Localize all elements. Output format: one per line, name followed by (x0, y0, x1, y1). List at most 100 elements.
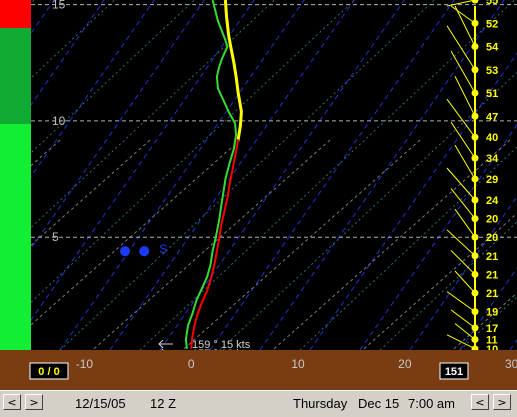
y-tick-label: 5 (52, 230, 59, 244)
next-frame-button[interactable]: > (25, 394, 43, 410)
barb-dot (471, 154, 479, 162)
wind-barb (450, 188, 476, 219)
barb-dot (471, 66, 479, 74)
barb-dot (471, 308, 479, 316)
mixing-ratio-line (361, 212, 517, 350)
barb-speed-label: 11 (486, 335, 498, 347)
prev-frame-button[interactable]: < (3, 394, 21, 410)
valid-time: 7:00 am (408, 396, 455, 411)
wind-barb (454, 144, 476, 180)
mixing-ratio-line (451, 292, 517, 350)
barb-speed-label: 51 (486, 88, 498, 100)
barb-speed-label: 20 (486, 214, 498, 226)
barb-dot (471, 112, 479, 120)
barb-dot (471, 43, 479, 51)
barb-dot (471, 19, 479, 27)
barb-speed-label: 53 (486, 65, 498, 77)
barb-speed-label: 52 (486, 18, 498, 30)
next-hour-button[interactable]: > (493, 394, 511, 410)
barb-speed-label: 21 (486, 288, 498, 300)
profile-series-line (190, 139, 240, 349)
wind-barb (454, 208, 476, 238)
barb-dot (471, 336, 479, 344)
wind-barb (446, 334, 476, 350)
mixing-ratio-line (271, 139, 511, 350)
barb-speed-label: 47 (486, 111, 498, 123)
run-cycle: 12 Z (150, 396, 177, 411)
barb-dot (471, 215, 479, 223)
barb-speed-label: 21 (486, 251, 498, 263)
barb-speed-label: 17 (486, 323, 498, 335)
ground-band (0, 350, 517, 390)
wind-barb (454, 5, 476, 47)
x-tick-label: 20 (398, 357, 412, 371)
isotherm-line (31, 0, 205, 250)
wind-barb (446, 25, 476, 71)
run-date: 12/15/05 (75, 396, 126, 411)
barb-dot (471, 175, 479, 183)
barb-speed-label: 34 (486, 153, 499, 165)
plot-background (0, 0, 517, 390)
wind-barb (454, 323, 476, 340)
wind-barb (446, 291, 476, 313)
barb-dot (471, 196, 479, 204)
barb-speed-label: 21 (486, 269, 498, 281)
wind-barb (454, 270, 476, 294)
profile-series-line (223, 0, 243, 140)
wind-barb (450, 309, 476, 329)
wind-barb (450, 5, 476, 24)
isotherm-line (359, 124, 517, 350)
barb-dot (471, 89, 479, 97)
background-lines (31, 0, 517, 350)
x-tick-label: 0 (188, 357, 195, 371)
y-tick-label: 15 (52, 0, 66, 12)
barb-speed-label: 20 (486, 232, 498, 244)
station-point (119, 246, 130, 257)
wind-barb (450, 50, 476, 94)
y-tick-label: 10 (52, 114, 66, 128)
barb-dot (471, 324, 479, 332)
barb-speed-label: 55 (486, 0, 498, 7)
status-bar: < > 12/15/05 12 Z Thursday Dec 15 7:00 a… (0, 390, 517, 417)
isotherm-line (109, 0, 355, 350)
isotherm-line (31, 0, 255, 321)
profile-series-line (184, 0, 238, 349)
station-label: S (159, 242, 167, 256)
right-value-box (439, 362, 469, 380)
wind-arrow-icon (158, 339, 173, 349)
station-point (139, 246, 150, 257)
barb-speed-label: 54 (486, 42, 499, 54)
x-tick-label: 10 (291, 357, 305, 371)
mixing-ratio-line (181, 139, 421, 350)
right-value-label: 151 (445, 366, 463, 378)
valid-day: Dec 15 (358, 396, 400, 411)
barb-dot (471, 233, 479, 241)
isotherm-line (159, 0, 405, 350)
barb-dot (471, 252, 479, 260)
x-tick-label: -10 (76, 357, 94, 371)
wind-barb (446, 98, 476, 138)
isotherm-line (31, 0, 155, 178)
isotherm-line (209, 0, 455, 350)
wind-barb (446, 167, 476, 201)
stability-bar-red (0, 0, 31, 28)
barb-dot (471, 289, 479, 297)
barb-dot (471, 0, 479, 4)
prev-hour-button[interactable]: < (471, 394, 489, 410)
left-value-label: 0 / 0 (38, 366, 59, 378)
barb-dot (471, 133, 479, 141)
barb-speed-label: 40 (486, 132, 498, 144)
barb-speed-label: 29 (486, 174, 498, 186)
wind-barb (446, 0, 476, 7)
barb-dot (471, 270, 479, 278)
wind-barb (450, 250, 476, 275)
valid-weekday: Thursday (293, 396, 348, 411)
mixing-ratio-line (91, 139, 331, 350)
wind-barb (446, 229, 476, 257)
left-value-box (29, 362, 69, 380)
wind-barb (454, 76, 476, 117)
barb-speed-label: 19 (486, 307, 498, 319)
wind-barb (450, 121, 476, 159)
